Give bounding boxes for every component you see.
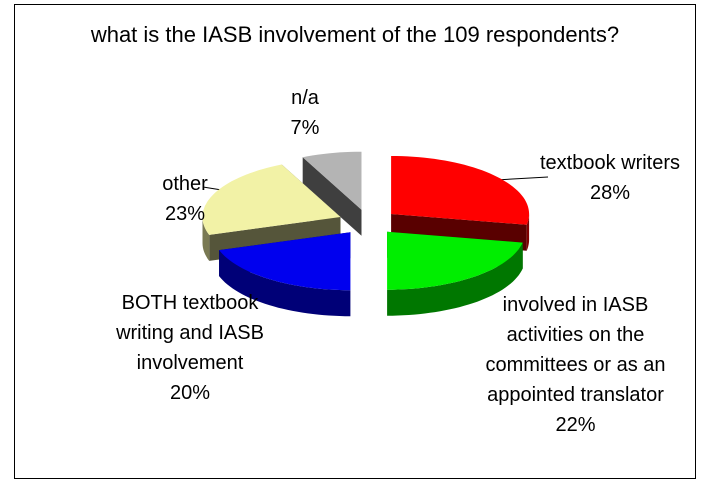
value-label: 23%: [164, 203, 206, 225]
category-label: BOTH textbook writing and IASB involveme…: [116, 292, 264, 374]
slice-top: [302, 151, 362, 210]
slice-top: [391, 156, 530, 225]
slice-wall: [526, 214, 530, 251]
slice-wall: [202, 217, 210, 261]
category-label: involved in IASB activities on the commi…: [485, 294, 666, 406]
slice-label: involved in IASB activities on the commi…: [478, 290, 673, 440]
category-label: n/a: [291, 87, 319, 109]
slice-wall: [387, 242, 523, 316]
category-label: other: [162, 173, 208, 195]
slice-side: [302, 157, 362, 236]
slice-label: n/a 7%: [275, 83, 335, 143]
slice-label: textbook writers 28%: [520, 148, 700, 208]
slice-wall: [219, 250, 351, 317]
slice: [302, 151, 362, 236]
chart-title: what is the IASB involvement of the 109 …: [90, 22, 620, 47]
category-label: textbook writers: [539, 152, 681, 174]
slice: [219, 232, 351, 317]
value-label: 22%: [555, 414, 596, 436]
slice-top: [387, 231, 523, 290]
slice-top: [219, 232, 351, 291]
slice-top: [202, 164, 341, 235]
value-label: 28%: [589, 182, 631, 204]
value-label: 20%: [169, 382, 211, 404]
slice-label: other 23%: [145, 169, 225, 229]
value-label: 7%: [290, 117, 320, 139]
slice-label: BOTH textbook writing and IASB involveme…: [92, 288, 288, 408]
slice: [387, 231, 523, 316]
